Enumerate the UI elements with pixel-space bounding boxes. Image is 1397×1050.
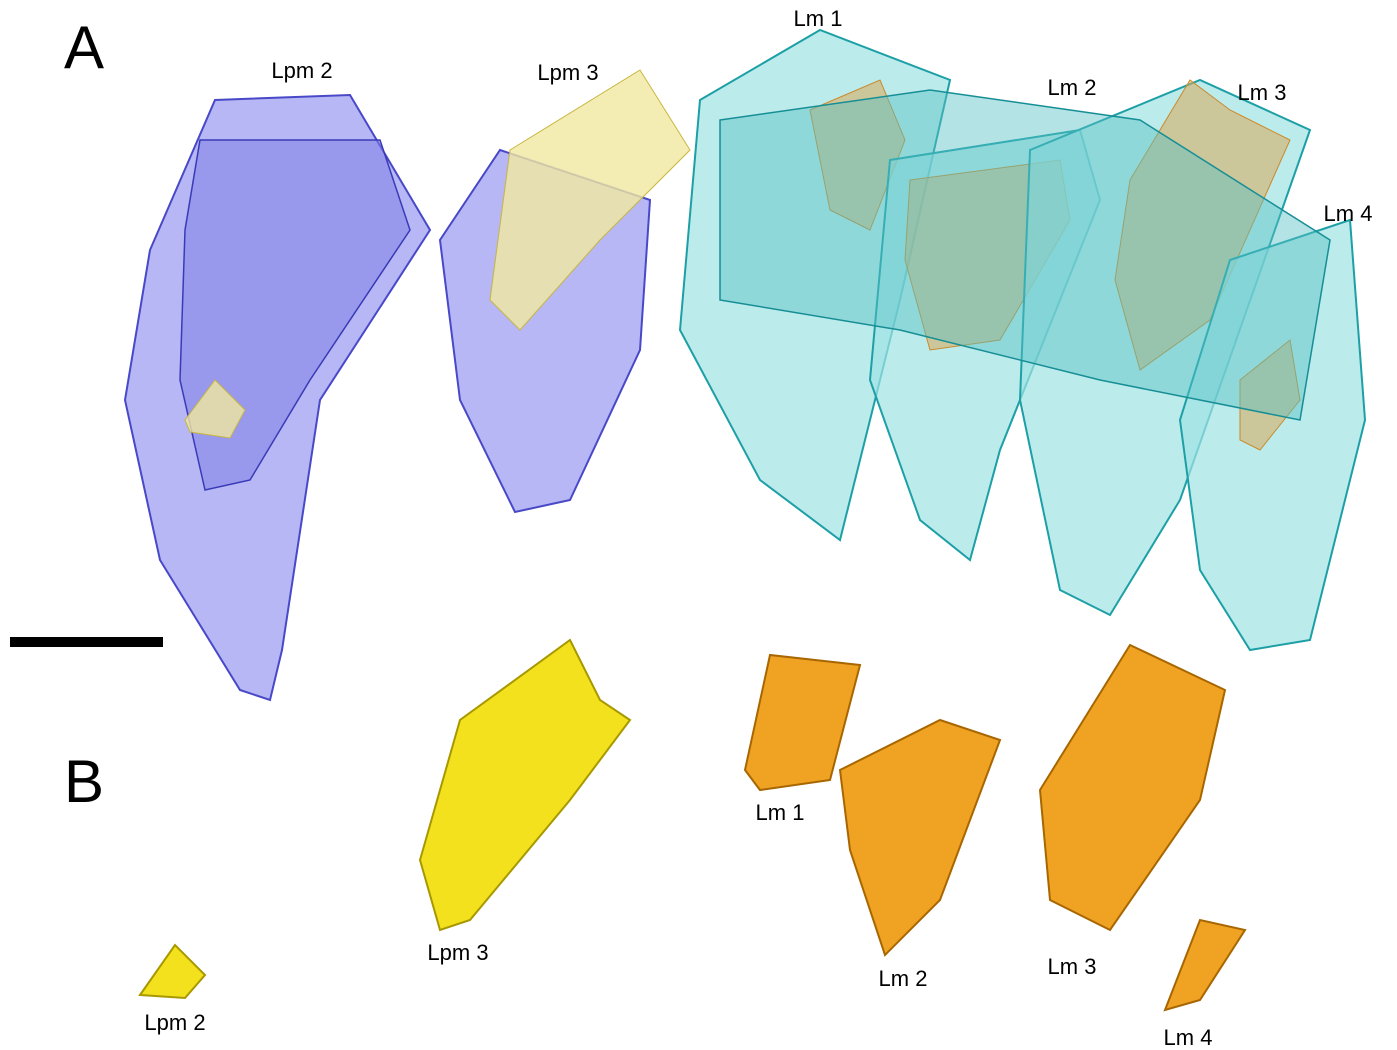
tooth-label: Lm 2 [1048,75,1097,100]
lm4-germ-b [1165,920,1245,1010]
body: A Lpm 2 Lpm 3 Lm 1 Lm 2 Lm 3 Lm 4 B Lpm … [0,0,1397,1050]
figure: A Lpm 2 Lpm 3 Lm 1 Lm 2 Lm 3 Lm 4 B Lpm … [0,0,1397,1050]
panel-label: B [64,748,104,815]
tooth-label: Lm 1 [794,6,843,31]
lm2-germ-b [840,720,1000,955]
lpm3-germ-b [420,640,630,930]
tooth-label: Lpm 2 [271,58,332,83]
lpm2-germ-b [140,945,205,998]
lm3-germ-b [1040,645,1225,930]
tooth-label: Lm 4 [1324,201,1373,226]
tooth-label: Lm 3 [1238,80,1287,105]
tooth-label: Lm 1 [756,800,805,825]
page: Tooth reconstructions {"panels": [ {"lab… [0,0,1397,1050]
tooth-label: Lm 4 [1164,1025,1213,1050]
tooth-label: Lm 3 [1048,954,1097,979]
tooth-label: Lpm 2 [144,1010,205,1035]
tooth-label: Lpm 3 [537,60,598,85]
panel-label: A [64,14,104,81]
tooth-label: Lm 2 [879,966,928,991]
tooth-label: Lpm 3 [427,940,488,965]
